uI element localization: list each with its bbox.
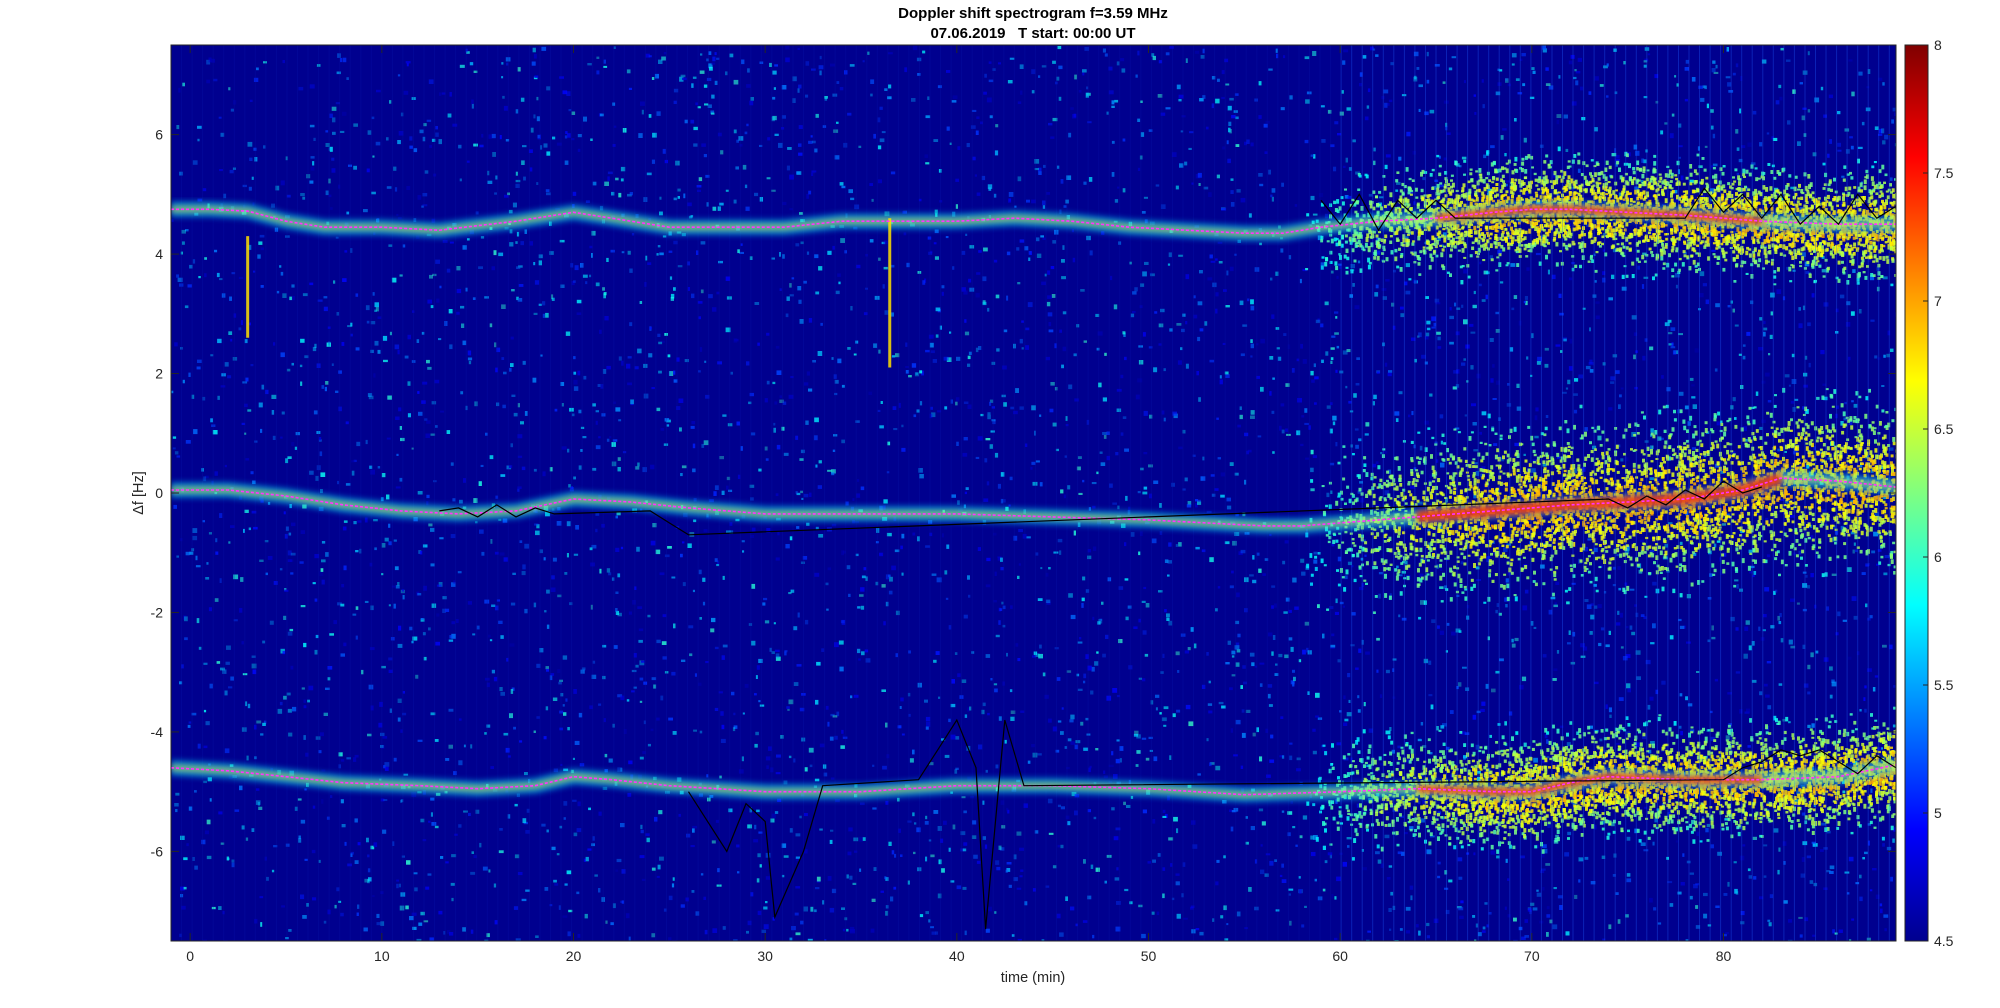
colorbar-gradient (1905, 45, 1928, 941)
colorbar-tick-label: 8 (1934, 37, 1942, 53)
x-tick-label: 70 (1524, 948, 1540, 964)
x-axis-label: time (min) (1001, 970, 1065, 986)
colorbar-tick-label: 5 (1934, 805, 1942, 821)
y-tick-label: 0 (155, 485, 163, 501)
x-tick-label: 40 (949, 948, 965, 964)
x-tick-label: 10 (374, 948, 390, 964)
x-tick-label: 80 (1716, 948, 1732, 964)
y-tick-label: 4 (155, 246, 163, 262)
x-tick-label: 0 (186, 948, 194, 964)
colorbar: 8 7.5 7 6.5 6 5.5 5 4.5 (1905, 37, 1954, 949)
colorbar-tick-label: 6.5 (1934, 421, 1954, 437)
x-tick-label: 60 (1332, 948, 1348, 964)
chart-subtitle: 07.06.2019 T start: 00:00 UT (930, 25, 1135, 42)
colorbar-tick-label: 4.5 (1934, 933, 1954, 949)
y-tick-label: -2 (151, 604, 164, 620)
x-tick-label: 50 (1141, 948, 1157, 964)
colorbar-tick-label: 6 (1934, 549, 1942, 565)
colorbar-tick-label: 5.5 (1934, 677, 1954, 693)
y-tick-label: 6 (155, 127, 163, 143)
chart-title: Doppler shift spectrogram f=3.59 MHz (898, 5, 1168, 22)
plot-area (171, 45, 1900, 945)
y-tick-label: 2 (155, 366, 163, 382)
y-axis-label: Δf [Hz] (131, 471, 147, 515)
y-tick-label: -6 (151, 843, 164, 859)
x-tick-label: 20 (566, 948, 582, 964)
colorbar-tick-label: 7.5 (1934, 165, 1954, 181)
x-tick-label: 30 (757, 948, 773, 964)
colorbar-tick-label: 7 (1934, 293, 1942, 309)
y-tick-label: -4 (151, 724, 164, 740)
